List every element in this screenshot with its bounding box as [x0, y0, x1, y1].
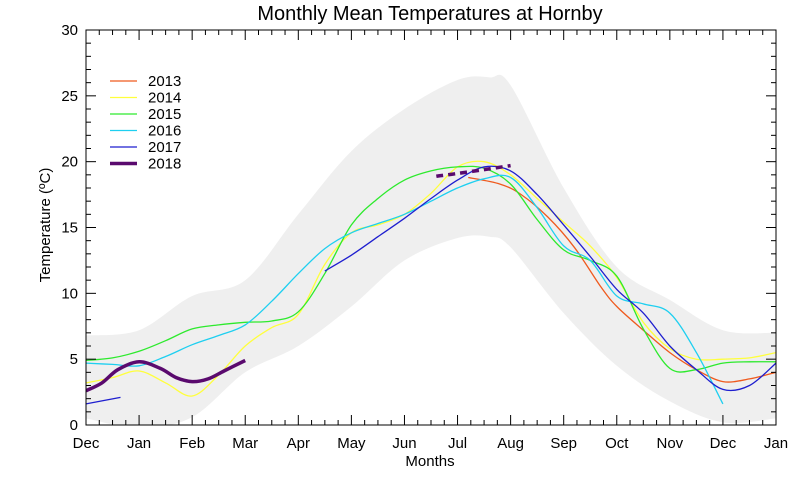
series-2016: [86, 174, 724, 405]
plot-area: [85, 29, 777, 426]
x-tick-label: Sep: [550, 435, 577, 452]
legend-label: 2016: [148, 123, 181, 140]
x-tick-label: Aug: [497, 435, 524, 452]
series-2018-line-2: [436, 163, 511, 178]
series-2013: [468, 176, 776, 383]
series-layer: [86, 160, 776, 405]
series-2013-line-1: [468, 176, 776, 383]
x-tick-label: Jan: [127, 435, 151, 452]
y-axis-label: Temperature (ºC): [37, 168, 54, 283]
legend-label: 2013: [148, 73, 181, 90]
x-tick-label: Apr: [287, 435, 310, 452]
legend-label: 2014: [148, 90, 181, 107]
series-2018: [86, 163, 511, 393]
legend-label: 2017: [148, 139, 181, 156]
series-2017: [86, 165, 776, 405]
x-tick-label: Oct: [605, 435, 629, 452]
legend-item-2018: 2018: [110, 156, 181, 173]
legend-item-2013: 2013: [110, 73, 181, 90]
y-tick-label: 15: [61, 220, 78, 237]
series-2017-line-1: [86, 396, 121, 405]
chart-title: Monthly Mean Temperatures at Hornby: [257, 3, 602, 25]
legend-item-2015: 2015: [110, 106, 181, 123]
y-tick-label: 20: [61, 154, 78, 171]
series-2018-line-1: [86, 358, 246, 393]
legend-item-2017: 2017: [110, 139, 181, 156]
x-tick-label: Jul: [448, 435, 467, 452]
legend-label: 2018: [148, 156, 181, 173]
x-tick-label: Dec: [73, 435, 100, 452]
y-axis-tick-labels: 0 5 10 15 20 25 30: [61, 22, 78, 434]
series-2015: [86, 165, 776, 373]
series-2014-line-1: [86, 160, 776, 397]
y-tick-label: 0: [70, 417, 78, 434]
series-2015-line-1: [86, 165, 776, 373]
x-tick-label: Jun: [392, 435, 416, 452]
series-2016-line-1: [86, 174, 724, 405]
legend-item-2016: 2016: [110, 123, 181, 140]
series-2014: [86, 160, 776, 397]
series-2017-line-2: [324, 165, 776, 392]
x-axis-tick-labels: Dec Jan Feb Mar Apr May Jun Jul Aug Sep Oct Nov Dec J…: [73, 435, 788, 452]
y-tick-label: 5: [70, 351, 78, 368]
x-tick-label: Nov: [657, 435, 684, 452]
x-tick-label: Feb: [179, 435, 205, 452]
x-tick-label: Dec: [710, 435, 737, 452]
x-tick-label: Mar: [232, 435, 258, 452]
legend-label: 2015: [148, 106, 181, 123]
y-tick-label: 30: [61, 22, 78, 39]
climate-range-band: [86, 74, 776, 425]
x-tick-label: May: [337, 435, 366, 452]
x-axis-label: Months: [405, 453, 454, 470]
x-tick-label: Jan: [764, 435, 788, 452]
y-tick-label: 25: [61, 88, 78, 105]
legend-item-2014: 2014: [110, 90, 181, 107]
axis-ticks: [85, 29, 777, 426]
y-tick-label: 10: [61, 285, 78, 302]
